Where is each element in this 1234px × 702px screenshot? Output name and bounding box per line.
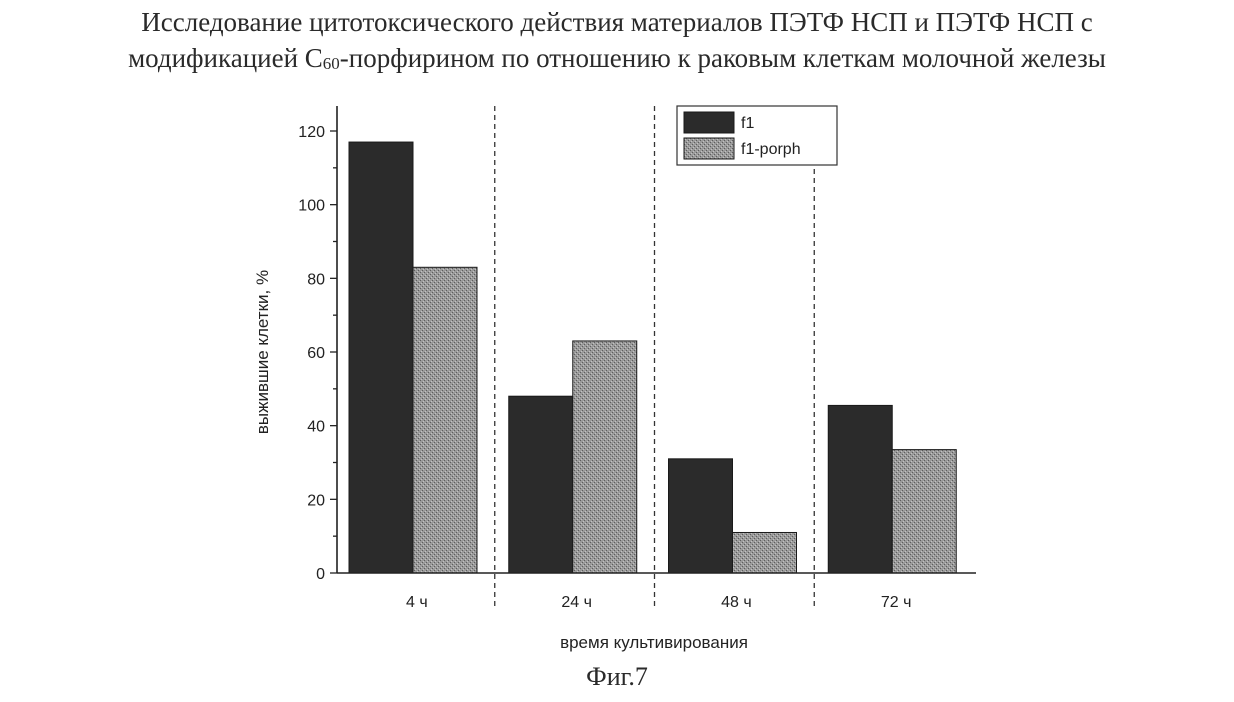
y-tick-label-60: 60 [307,345,325,362]
legend-swatch-f1 [684,112,734,133]
x-tick-label-3: 72 ч [881,594,912,611]
x-tick-labels-group: 4 ч 24 ч 48 ч 72 ч [406,594,911,611]
y-tick-label-0: 0 [316,566,325,583]
x-tick-label-0: 4 ч [406,594,428,611]
figure-caption: Фиг.7 [0,662,1234,692]
bar-f1-2 [669,459,733,573]
y-tick-label-20: 20 [307,492,325,509]
legend: f1 f1-porph [677,106,837,165]
y-ticks-group: 0 20 40 60 80 100 120 [298,124,337,583]
x-tick-label-1: 24 ч [561,594,592,611]
bar-f1-porph-1 [573,341,637,573]
legend-label-f1: f1 [741,115,754,132]
y-tick-label-40: 40 [307,419,325,436]
bar-f1-porph-3 [892,450,956,573]
y-tick-label-80: 80 [307,271,325,288]
y-tick-label-120: 120 [298,124,325,141]
bar-f1-porph-0 [413,267,477,573]
x-tick-label-2: 48 ч [721,594,752,611]
legend-label-f1-porph: f1-porph [741,141,801,158]
x-axis-label: время культивирования [560,633,748,652]
y-axis-label: выжившие клетки, % [253,270,272,434]
bar-f1-0 [349,142,413,573]
y-tick-label-100: 100 [298,198,325,215]
bars-group [349,142,956,573]
bar-f1-1 [509,396,573,573]
legend-swatch-f1-porph [684,138,734,159]
bar-f1-3 [828,405,892,573]
bar-f1-porph-2 [733,532,797,573]
